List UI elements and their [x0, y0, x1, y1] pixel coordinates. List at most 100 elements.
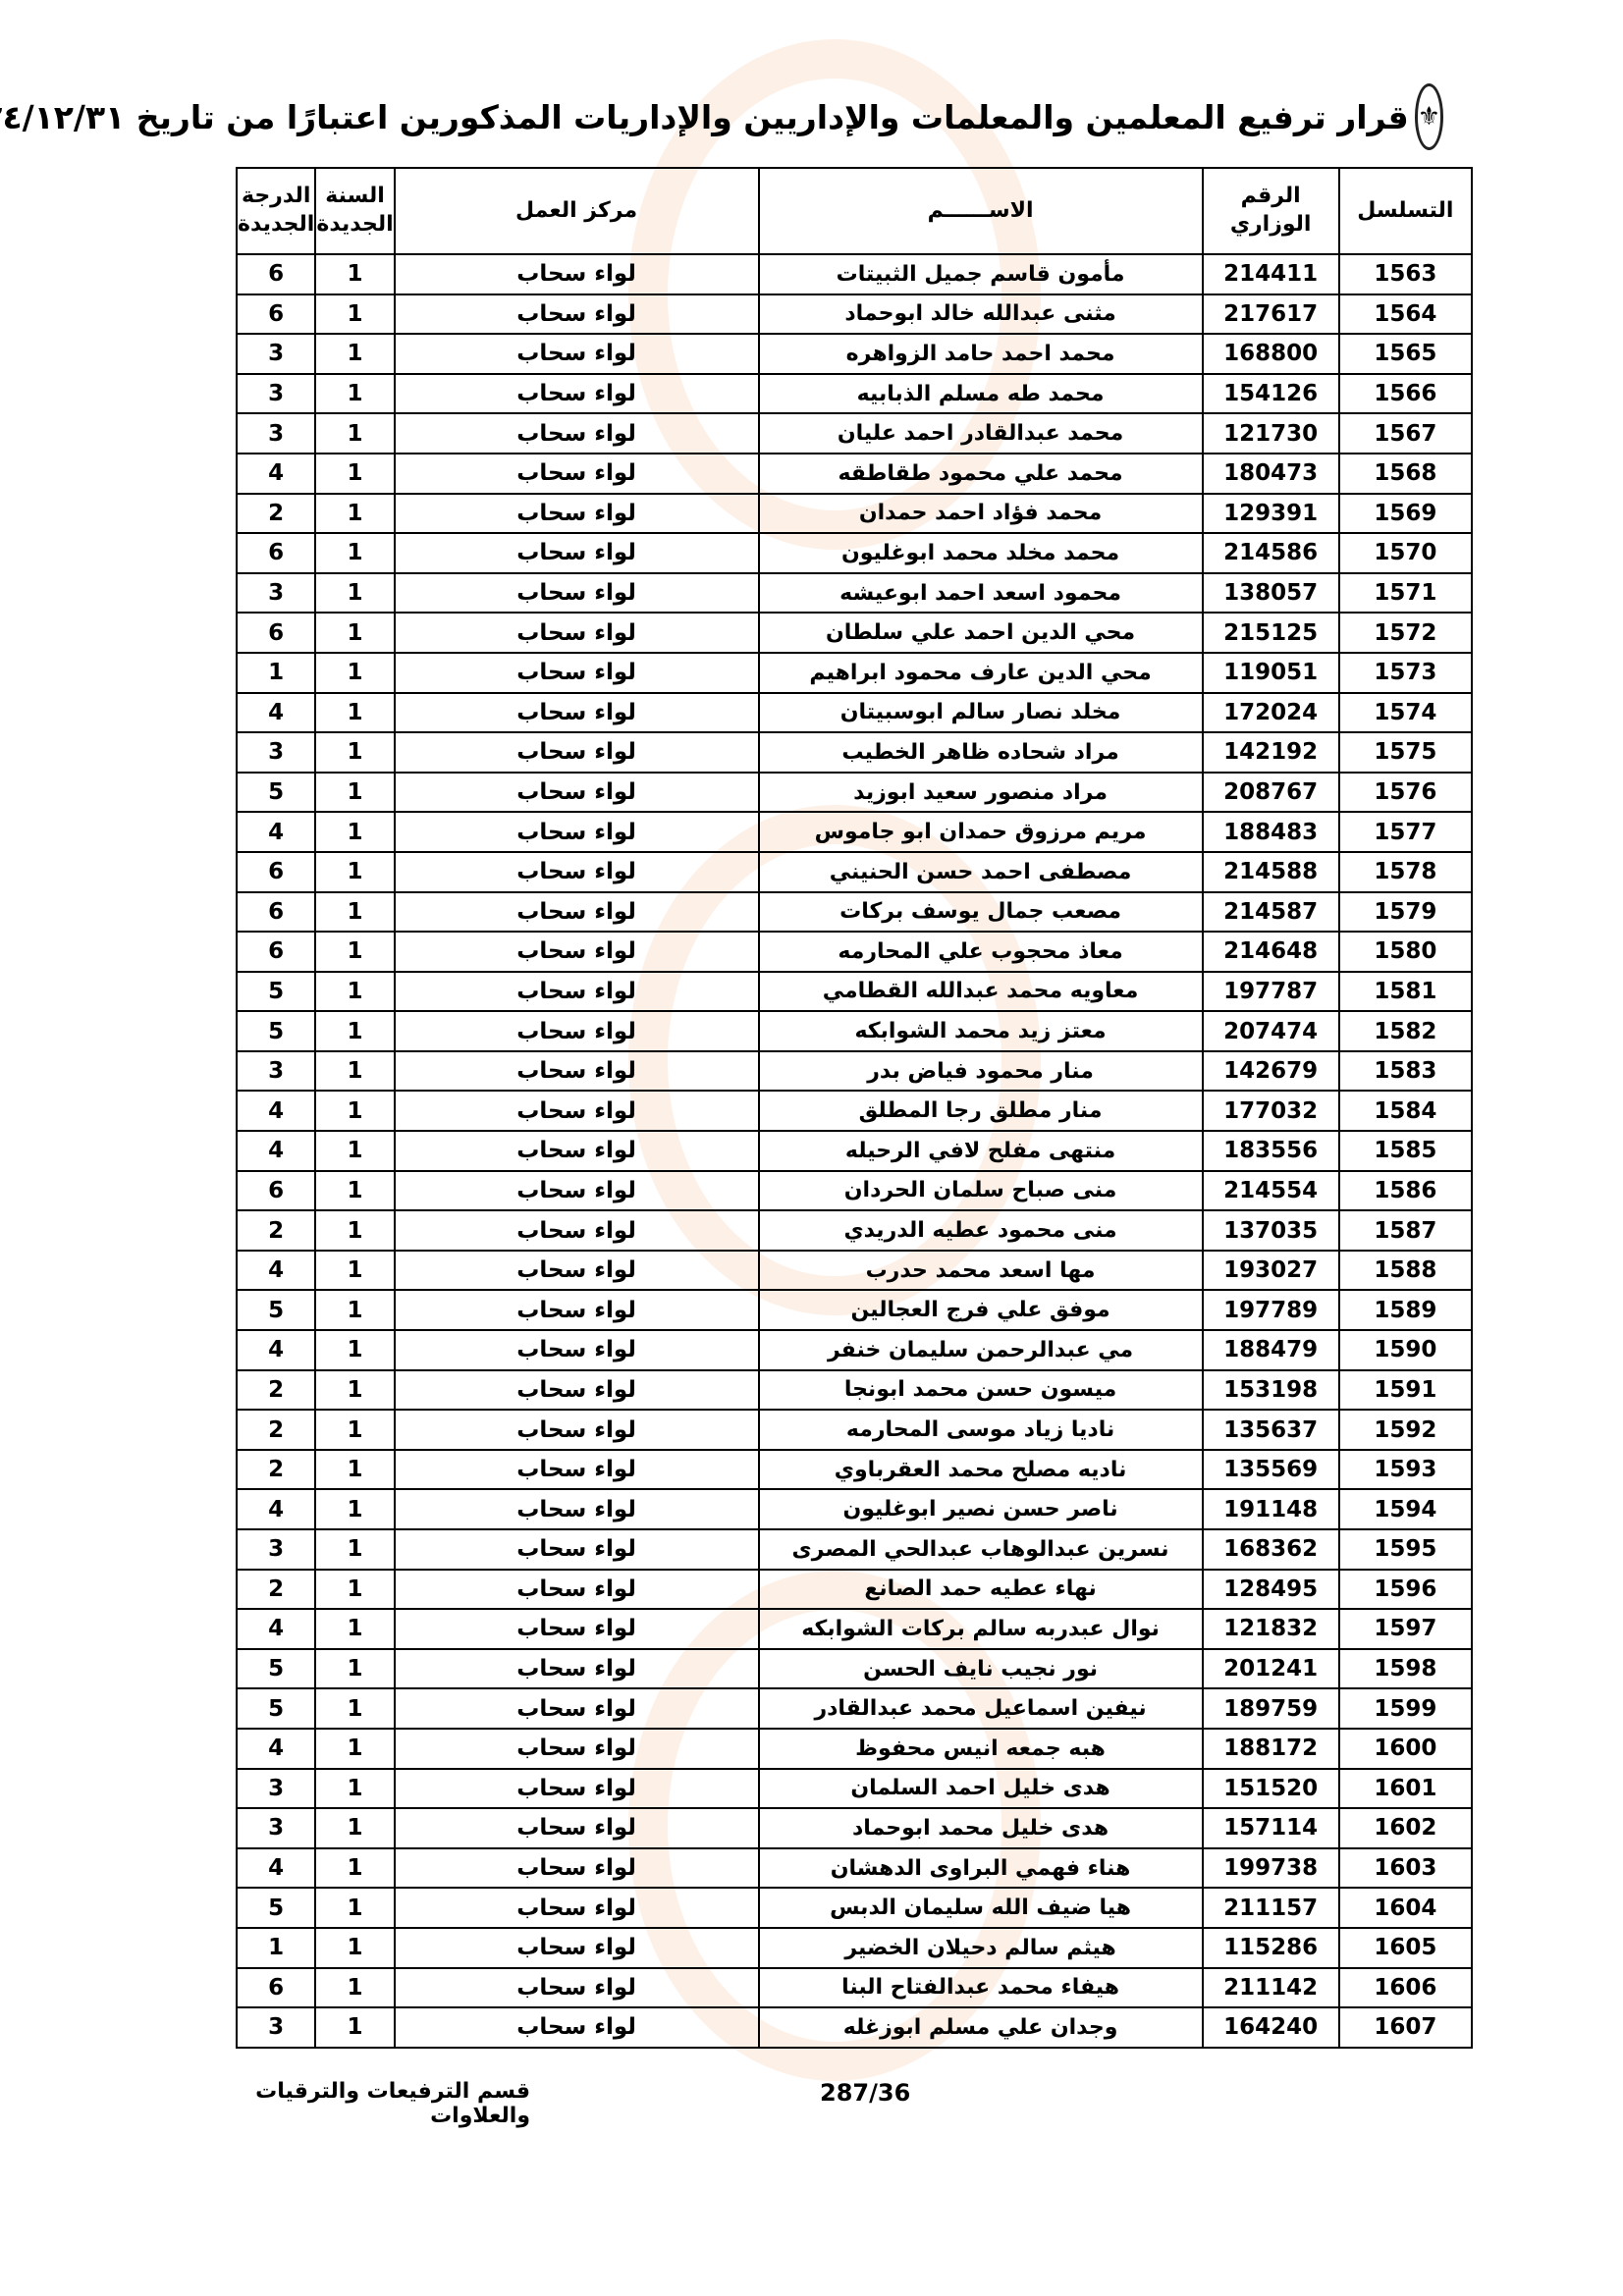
- cell-name: محمد علي محمود طقاطقه: [757, 452, 1204, 495]
- table-row: 1569 129391 محمد فؤاد احمد حمدان لواء سحاب 1…: [235, 492, 1474, 535]
- cell-serial: 1589: [1337, 1289, 1474, 1332]
- cell-serial: 1607: [1337, 2006, 1474, 2049]
- cell-ministry-number: 215125: [1201, 612, 1340, 654]
- cell-new-year: 1: [314, 1368, 396, 1412]
- cell-serial: 1603: [1337, 1846, 1474, 1890]
- cell-work-center: لواء سحاب: [393, 1608, 760, 1650]
- cell-ministry-number: 142192: [1201, 731, 1340, 774]
- cell-new-year: 1: [314, 651, 396, 694]
- cell-ministry-number: 197787: [1201, 970, 1340, 1013]
- cell-name: ناديه مصلح محمد العقرباوي: [757, 1448, 1204, 1491]
- cell-serial: 1592: [1337, 1409, 1474, 1451]
- cell-serial: 1602: [1337, 1807, 1474, 1849]
- cell-new-grade: 1: [235, 651, 317, 694]
- cell-serial: 1569: [1337, 492, 1474, 535]
- cell-ministry-number: 121730: [1201, 412, 1340, 454]
- cell-new-year: 1: [314, 1647, 396, 1690]
- table-row: 1582 207474 معتز زيد محمد الشوابكه لواء سحا…: [235, 1010, 1474, 1052]
- table-row: 1601 151520 هدى خليل احمد السلمان لواء سحاب…: [235, 1767, 1474, 1810]
- cell-ministry-number: 142679: [1201, 1049, 1340, 1093]
- cell-new-year: 1: [314, 850, 396, 893]
- cell-new-grade: 3: [235, 1528, 317, 1571]
- cell-ministry-number: 188483: [1201, 811, 1340, 853]
- cell-new-year: 1: [314, 1169, 396, 1212]
- cell-new-grade: 2: [235, 492, 317, 535]
- cell-new-grade: 2: [235, 1409, 317, 1451]
- cell-name: مراد شحاده ظاهر الخطيب: [757, 731, 1204, 774]
- table-row: 1583 142679 منار محمود فياض بدر لواء سحاب 1 3: [235, 1049, 1474, 1093]
- cell-new-grade: 3: [235, 1767, 317, 1810]
- cell-serial: 1578: [1337, 850, 1474, 893]
- cell-new-grade: 6: [235, 850, 317, 893]
- cell-serial: 1570: [1337, 532, 1474, 574]
- cell-name: ناديا زياد موسى المحارمه: [757, 1409, 1204, 1451]
- cell-ministry-number: 168800: [1201, 333, 1340, 375]
- col-work-center: مركز العمل: [393, 167, 760, 255]
- cell-work-center: لواء سحاب: [393, 1807, 760, 1849]
- cell-ministry-number: 199738: [1201, 1846, 1340, 1890]
- cell-new-year: 1: [314, 1528, 396, 1571]
- cell-ministry-number: 154126: [1201, 372, 1340, 415]
- cell-serial: 1568: [1337, 452, 1474, 495]
- cell-ministry-number: 168362: [1201, 1528, 1340, 1571]
- cell-name: محمد فؤاد احمد حمدان: [757, 492, 1204, 535]
- cell-new-year: 1: [314, 1727, 396, 1770]
- cell-new-grade: 5: [235, 1687, 317, 1730]
- table-row: 1584 177032 منار مطلق رجا المطلق لواء سحاب 1…: [235, 1090, 1474, 1133]
- cell-serial: 1572: [1337, 612, 1474, 654]
- cell-ministry-number: 217617: [1201, 293, 1340, 336]
- cell-new-year: 1: [314, 1966, 396, 2009]
- table-row: 1570 214586 محمد مخلد محمد ابوغليون لواء سح…: [235, 532, 1474, 574]
- cell-new-grade: 2: [235, 1368, 317, 1412]
- cell-serial: 1577: [1337, 811, 1474, 853]
- cell-name: مريم مرزوق حمدان ابو جاموس: [757, 811, 1204, 853]
- cell-new-grade: 5: [235, 1289, 317, 1332]
- cell-new-grade: 3: [235, 731, 317, 774]
- cell-ministry-number: 115286: [1201, 1926, 1340, 1969]
- cell-serial: 1573: [1337, 651, 1474, 694]
- cell-ministry-number: 191148: [1201, 1488, 1340, 1530]
- cell-serial: 1580: [1337, 931, 1474, 973]
- cell-name: هيثم سالم دحيلان الخضير: [757, 1926, 1204, 1969]
- cell-ministry-number: 172024: [1201, 691, 1340, 734]
- cell-ministry-number: 208767: [1201, 771, 1340, 814]
- cell-ministry-number: 128495: [1201, 1568, 1340, 1611]
- cell-work-center: لواء سحاب: [393, 1727, 760, 1770]
- cell-name: محي الدين احمد علي سلطان: [757, 612, 1204, 654]
- cell-work-center: لواء سحاب: [393, 1368, 760, 1412]
- cell-new-year: 1: [314, 1846, 396, 1890]
- table-row: 1567 121730 محمد عبدالقادر احمد عليان لواء …: [235, 412, 1474, 454]
- cell-serial: 1594: [1337, 1488, 1474, 1530]
- cell-new-year: 1: [314, 1409, 396, 1451]
- table-row: 1607 164240 وجدان علي مسلم ابوزغله لواء سحا…: [235, 2006, 1474, 2049]
- cell-ministry-number: 151520: [1201, 1767, 1340, 1810]
- cell-serial: 1581: [1337, 970, 1474, 1013]
- cell-name: محمد طه مسلم الذبابيه: [757, 372, 1204, 415]
- table-row: 1603 199738 هناء فهمي البراوى الدهشان لواء …: [235, 1846, 1474, 1890]
- cell-new-year: 1: [314, 253, 396, 295]
- cell-new-grade: 3: [235, 412, 317, 454]
- cell-serial: 1571: [1337, 571, 1474, 614]
- cell-ministry-number: 211157: [1201, 1887, 1340, 1929]
- cell-work-center: لواء سحاب: [393, 970, 760, 1013]
- cell-new-grade: 6: [235, 532, 317, 574]
- cell-name: نسرين عبدالوهاب عبدالحي المصرى: [757, 1528, 1204, 1571]
- cell-name: منار مطلق رجا المطلق: [757, 1090, 1204, 1133]
- cell-new-grade: 2: [235, 1448, 317, 1491]
- cell-new-year: 1: [314, 1687, 396, 1730]
- cell-work-center: لواء سحاب: [393, 372, 760, 415]
- cell-work-center: لواء سحاب: [393, 1249, 760, 1292]
- cell-serial: 1575: [1337, 731, 1474, 774]
- table-row: 1595 168362 نسرين عبدالوهاب عبدالحي المصرى…: [235, 1528, 1474, 1571]
- cell-serial: 1564: [1337, 293, 1474, 336]
- cell-name: موفق علي فرج العجالين: [757, 1289, 1204, 1332]
- cell-new-year: 1: [314, 1049, 396, 1093]
- cell-new-year: 1: [314, 1767, 396, 1810]
- cell-new-year: 1: [314, 771, 396, 814]
- cell-work-center: لواء سحاب: [393, 1687, 760, 1730]
- document-header: ⚜ قرار ترفيع المعلمين والمعلمات والإداري…: [0, 83, 1443, 150]
- cell-serial: 1588: [1337, 1249, 1474, 1292]
- cell-new-grade: 2: [235, 1209, 317, 1252]
- table-row: 1586 214554 منى صباح سلمان الحردان لواء سحا…: [235, 1169, 1474, 1212]
- cell-new-grade: 3: [235, 333, 317, 375]
